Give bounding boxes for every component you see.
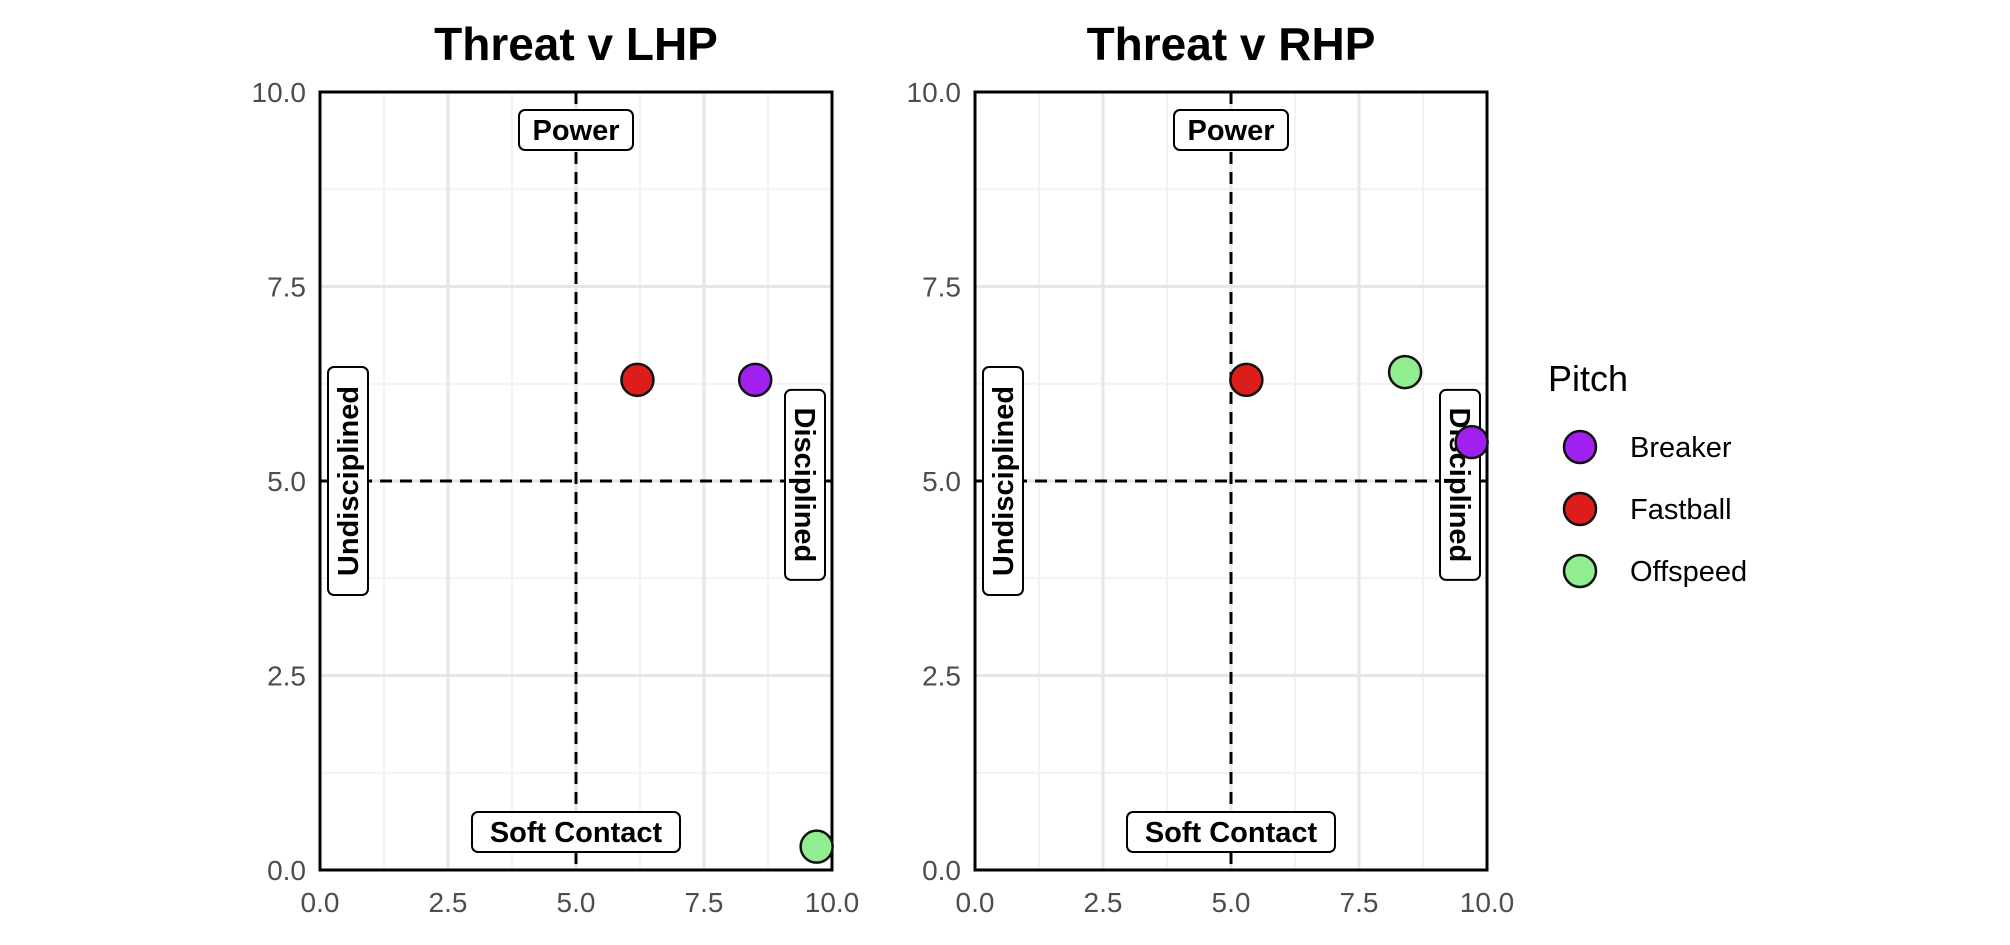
legend-item-offspeed: Offspeed (1562, 553, 1747, 589)
panel-1: Threat v LHP 0.0 2.5 5.0 7.5 10.0 0.0 2.5 5.0 7.5… (252, 18, 860, 918)
quadrant-label-right: Disciplined (784, 388, 826, 581)
legend-label: Fastball (1630, 494, 1732, 526)
quadrant-label-text: Undisciplined (333, 386, 365, 576)
quadrant-label-box (982, 366, 1024, 596)
x-tick-label: 2.5 (429, 887, 468, 918)
x-tick-label: 5.0 (557, 887, 596, 918)
quadrant-label-top: Power (518, 109, 634, 151)
y-tick-label: 0.0 (267, 855, 306, 886)
y-tick-label: 2.5 (922, 661, 961, 692)
quadrant-label-left: Undisciplined (982, 366, 1024, 596)
x-tick-label: 5.0 (1212, 887, 1251, 918)
x-tick-label: 10.0 (805, 887, 860, 918)
quadrant-label-box (471, 811, 681, 853)
y-tick-label: 5.0 (267, 466, 306, 497)
point-offspeed (799, 829, 834, 864)
quadrant-label-text: Power (1187, 115, 1274, 147)
panel-2: Threat v RHP 0.0 2.5 5.0 7.5 10.0 0.0 2.5 5.0 7.5… (907, 18, 1515, 918)
legend-item-fastball: Fastball (1562, 491, 1732, 527)
quadrant-label-right: Disciplined (1439, 388, 1481, 581)
legend-swatch (1562, 553, 1598, 589)
y-tick-label: 2.5 (267, 661, 306, 692)
plot-border (973, 90, 1489, 872)
legend-title: Pitch (1548, 358, 1628, 399)
legend: Pitch Breaker Fastball Offspeed (1548, 358, 1747, 589)
quadrant-label-box (1126, 811, 1336, 853)
x-tick-label: 7.5 (1340, 887, 1379, 918)
y-tick-label: 10.0 (907, 77, 962, 108)
quadrant-label-bottom: Soft Contact (471, 811, 681, 853)
x-tick-label: 7.5 (685, 887, 724, 918)
point-offspeed (1387, 354, 1423, 390)
legend-label: Offspeed (1630, 556, 1747, 588)
quadrant-label-text: Soft Contact (1145, 817, 1318, 849)
quadrant-label-box (518, 109, 634, 151)
quadrant-label-top: Power (1173, 109, 1289, 151)
legend-swatch (1562, 429, 1598, 465)
y-tick-label: 7.5 (922, 272, 961, 303)
legend-swatch (1562, 491, 1598, 527)
y-tick-label: 10.0 (252, 77, 307, 108)
panel-title: Threat v RHP (1087, 18, 1376, 70)
x-tick-label: 0.0 (301, 887, 340, 918)
point-fastball (1229, 362, 1264, 398)
point-breaker (737, 362, 773, 398)
quadrant-label-left: Undisciplined (327, 366, 369, 596)
quadrant-label-text: Disciplined (788, 408, 820, 563)
y-tick-label: 0.0 (922, 855, 961, 886)
point-fastball (620, 362, 655, 398)
quadrant-label-box (327, 366, 369, 596)
quadrant-label-box (1173, 109, 1289, 151)
x-tick-label: 2.5 (1084, 887, 1123, 918)
point-breaker (1454, 424, 1489, 460)
plot-border (318, 90, 834, 872)
panel-title: Threat v LHP (434, 18, 718, 70)
x-tick-label: 10.0 (1460, 887, 1515, 918)
quadrant-label-text: Soft Contact (490, 817, 663, 849)
x-tick-label: 0.0 (956, 887, 995, 918)
legend-item-breaker: Breaker (1562, 429, 1732, 465)
legend-label: Breaker (1630, 432, 1732, 464)
quadrant-label-text: Power (532, 115, 619, 147)
y-tick-label: 5.0 (922, 466, 961, 497)
quadrant-label-box (784, 388, 826, 581)
y-tick-label: 7.5 (267, 272, 306, 303)
quadrant-label-text: Undisciplined (988, 386, 1020, 576)
quadrant-label-bottom: Soft Contact (1126, 811, 1336, 853)
